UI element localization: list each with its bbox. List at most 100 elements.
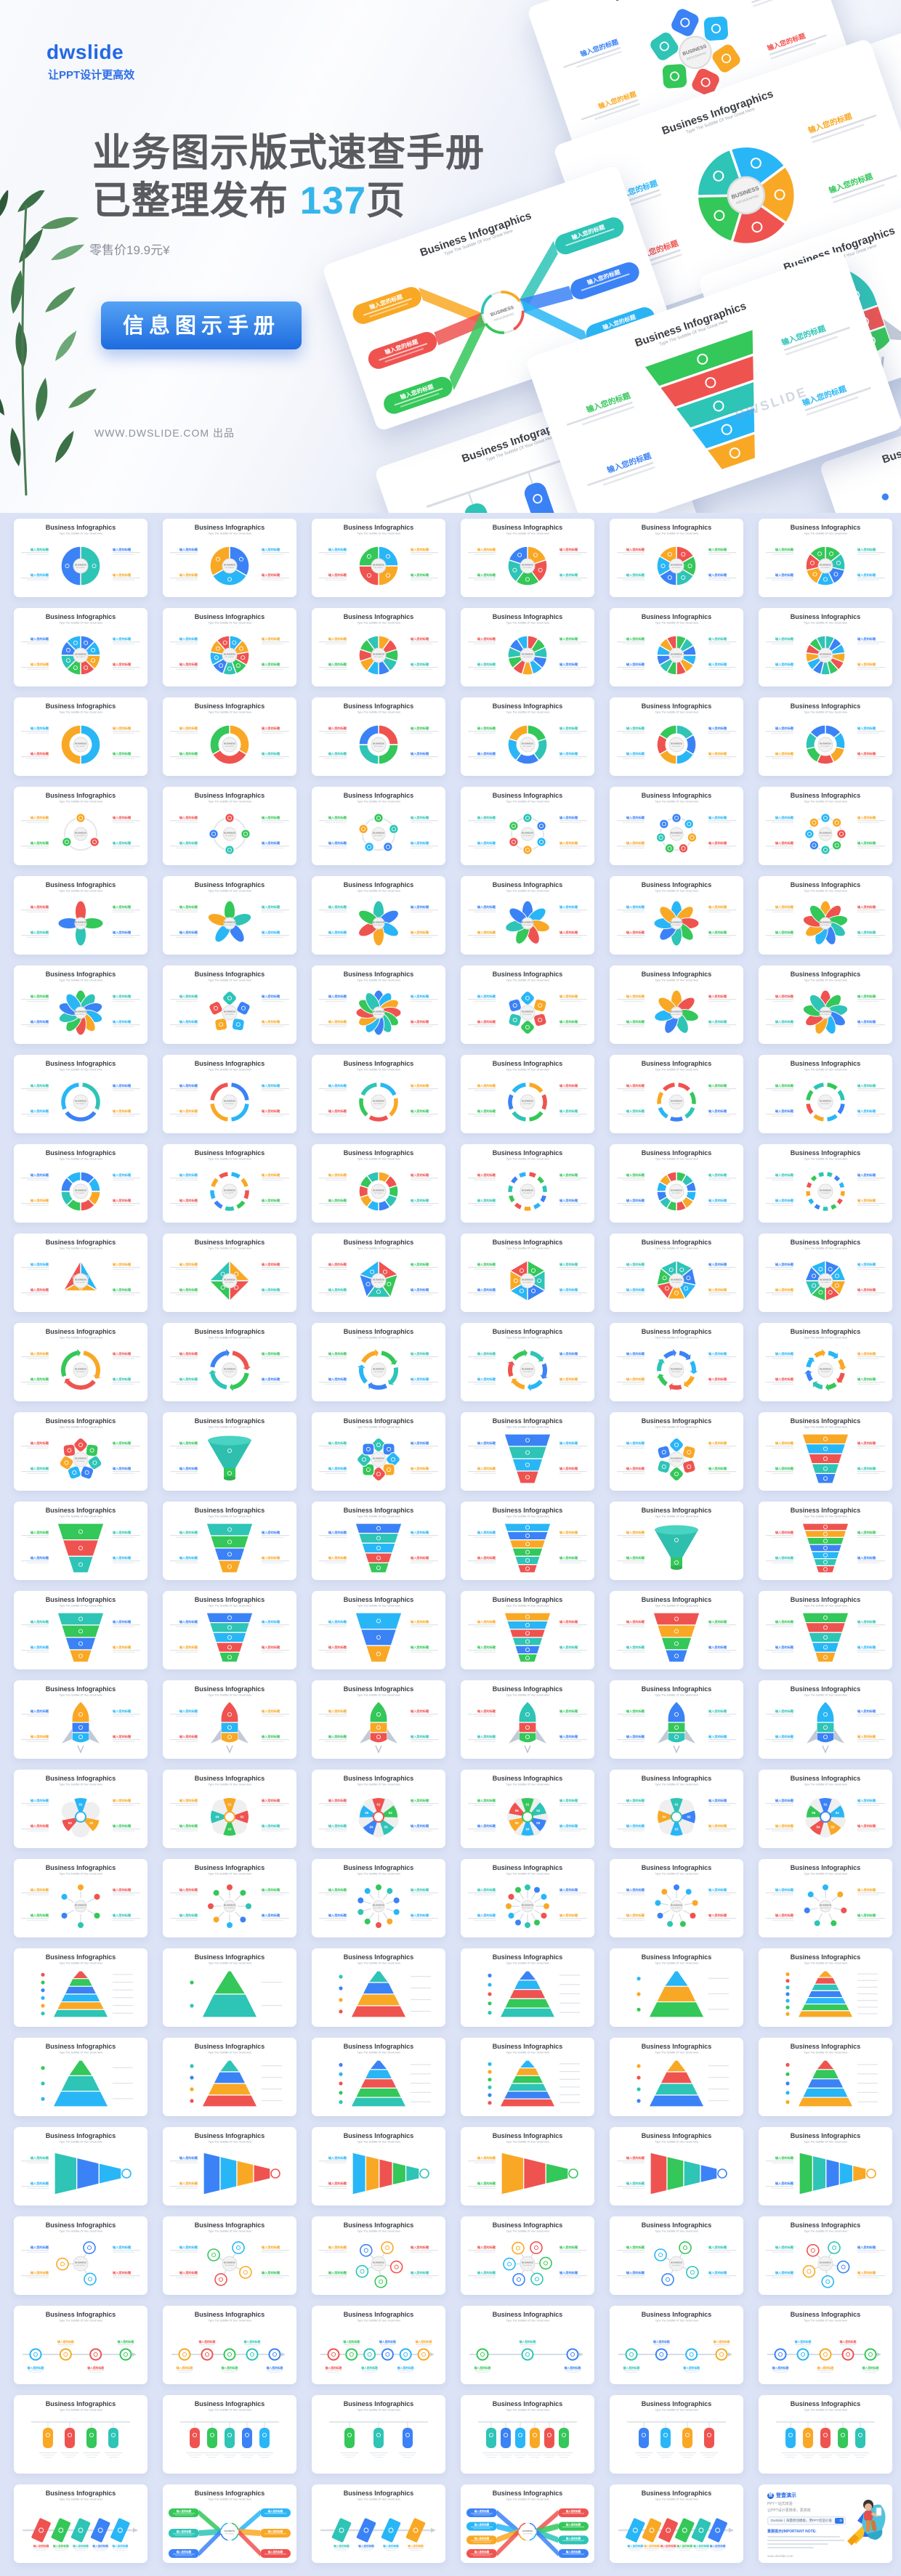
svg-text:输入您的标题: 输入您的标题 (31, 1172, 49, 1178)
svg-text:输入您的标题: 输入您的标题 (28, 2366, 44, 2370)
slide-thumbnail-card: Business Infographics Type The Subtitle … (461, 2484, 594, 2563)
svg-text:INFOGRAPHIC: INFOGRAPHIC (225, 1013, 235, 1016)
svg-text:输入您的标题: 输入您的标题 (626, 1262, 645, 1267)
svg-text:BUSINESS: BUSINESS (671, 1278, 682, 1281)
svg-text:输入您的标题: 输入您的标题 (626, 1109, 645, 1114)
svg-text:输入您的标题: 输入您的标题 (179, 2181, 198, 2186)
brand-search-bar[interactable]: DwSlide丨海量原创模板，用PPT创造价值 🔍 (767, 2516, 846, 2525)
card-subtitle: Type The Subtitle Of Your Great Here (357, 2229, 400, 2233)
card-title: Business Infographics (343, 2043, 414, 2050)
card-title: Business Infographics (194, 1149, 265, 1157)
slide-thumbnail-card: Business Infographics Type The Subtitle … (14, 965, 148, 1044)
card-infographic-figure: 输入您的标题 输入您的标题 输入您的标题 输入您的标题 BUSINESS INFOGR… (312, 1876, 445, 1935)
svg-text:输入您的标题: 输入您的标题 (31, 1798, 49, 1803)
svg-text:输入您的标题: 输入您的标题 (474, 2536, 490, 2540)
svg-text:输入您的标题: 输入您的标题 (343, 2340, 360, 2344)
svg-text:输入您的标题: 输入您的标题 (477, 636, 496, 641)
card-subtitle: Type The Subtitle Of Your Great Here (208, 979, 251, 982)
card-infographic-figure: 输入您的标题 输入您的标题 输入您的标题 输入您的标题 01 02 03 04 (610, 1786, 743, 1846)
card-title: Business Infographics (343, 1328, 414, 1335)
svg-text:BUSINESS: BUSINESS (75, 1010, 86, 1013)
card-infographic-figure (163, 2054, 296, 2114)
slide-thumbnail-card: Business Infographics Type The Subtitle … (14, 1234, 148, 1312)
svg-text:01: 01 (525, 1803, 530, 1807)
card-infographic-figure: 输入您的标题 输入您的标题 输入您的标题 输入您的标题 BUSINESS INFOGR… (759, 1161, 892, 1220)
svg-text:输入您的标题: 输入您的标题 (626, 1645, 645, 1650)
svg-text:BUSINESS: BUSINESS (671, 1367, 682, 1370)
card-infographic-figure: 输入您的标题 输入您的标题 输入您的标题 输入您的标题 BUSINESS INFOGR… (312, 1072, 445, 1131)
svg-text:BUSINESS: BUSINESS (225, 2530, 235, 2532)
svg-text:BUSINESS: BUSINESS (224, 742, 235, 745)
card-title: Business Infographics (343, 1685, 414, 1693)
svg-text:输入您的标题: 输入您的标题 (626, 1823, 645, 1828)
slide-thumbnail-card: Business Infographics Type The Subtitle … (461, 1234, 594, 1312)
svg-text:输入您的标题: 输入您的标题 (361, 2366, 378, 2370)
card-subtitle: Type The Subtitle Of Your Great Here (804, 1068, 847, 1072)
card-subtitle: Type The Subtitle Of Your Great Here (506, 2229, 549, 2233)
card-infographic-figure (163, 1965, 296, 2025)
svg-text:输入您的标题: 输入您的标题 (857, 1555, 876, 1560)
svg-text:输入您的标题: 输入您的标题 (179, 1645, 198, 1650)
svg-text:输入您的标题: 输入您的标题 (477, 1466, 496, 1471)
slide-thumbnail-card: Business Infographics Type The Subtitle … (610, 1144, 743, 1223)
svg-text:输入您的标题: 输入您的标题 (626, 662, 645, 667)
svg-text:INFOGRAPHIC: INFOGRAPHIC (76, 1460, 86, 1462)
svg-text:输入您的标题: 输入您的标题 (477, 930, 496, 935)
svg-text:输入您的标题: 输入您的标题 (179, 1530, 198, 1535)
svg-text:输入您的标题: 输入您的标题 (31, 1351, 49, 1356)
card-title: Business Infographics (45, 2221, 116, 2229)
card-infographic-figure: 输入您的标题 输入您的标题 输入您的标题 输入您的标题 BUSINESS INFOGR… (163, 1876, 296, 1935)
slide-thumbnail-card: Business Infographics Type The Subtitle … (759, 1234, 892, 1312)
svg-text:输入您的标题: 输入您的标题 (411, 1351, 429, 1356)
svg-text:INFOGRAPHIC: INFOGRAPHIC (522, 745, 533, 748)
svg-text:输入您的标题: 输入您的标题 (177, 2366, 193, 2370)
card-subtitle: Type The Subtitle Of Your Great Here (208, 2319, 251, 2322)
search-icon[interactable]: 🔍 (835, 2518, 844, 2524)
slide-thumbnail-card: Business Infographics Type The Subtitle … (163, 1502, 296, 1580)
cta-button[interactable]: 信息图示手册 (101, 301, 302, 349)
slide-thumbnail-card: Business Infographics Type The Subtitle … (610, 2216, 743, 2295)
slide-thumbnail-card: Business Infographics Type The Subtitle … (759, 787, 892, 865)
svg-text:输入您的标题: 输入您的标题 (566, 2536, 581, 2540)
svg-text:BUSINESS: BUSINESS (224, 1188, 235, 1191)
svg-text:输入您的标题: 输入您的标题 (334, 2544, 350, 2548)
svg-text:输入您的标题: 输入您的标题 (775, 1262, 794, 1267)
card-subtitle: Type The Subtitle Of Your Great Here (804, 1961, 847, 1965)
svg-text:输入您的标题: 输入您的标题 (857, 1913, 876, 1918)
card-title: Business Infographics (194, 524, 265, 531)
slide-thumbnail-card: Business Infographics Type The Subtitle … (312, 876, 445, 955)
svg-text:输入您的标题: 输入您的标题 (477, 1645, 496, 1650)
card-infographic-figure: 输入您的标题 输入您的标题 输入您的标题 输入您的标题 BUSINESS INFOGR… (14, 893, 148, 952)
svg-text:输入您的标题: 输入您的标题 (708, 1198, 727, 1203)
svg-text:输入您的标题: 输入您的标题 (477, 904, 496, 910)
card-title: Business Infographics (194, 971, 265, 978)
slide-thumbnail-card: Business Infographics Type The Subtitle … (461, 1055, 594, 1133)
card-infographic-figure: 输入您的标题 输入您的标题 输入您的标题 输入您的标题 BUSINESS INFOGR… (461, 1072, 594, 1131)
svg-text:INFOGRAPHIC: INFOGRAPHIC (522, 1281, 533, 1284)
svg-text:输入您的标题: 输入您的标题 (708, 1083, 727, 1088)
svg-text:INFOGRAPHIC: INFOGRAPHIC (522, 835, 533, 837)
card-title: Business Infographics (492, 2132, 563, 2139)
svg-text:INFOGRAPHIC: INFOGRAPHIC (373, 1192, 384, 1194)
svg-text:INFOGRAPHIC: INFOGRAPHIC (373, 656, 384, 658)
svg-text:输入您的标题: 输入您的标题 (626, 1466, 645, 1471)
svg-text:INFOGRAPHIC: INFOGRAPHIC (820, 1013, 831, 1016)
svg-text:输入您的标题: 输入您的标题 (328, 1709, 347, 1714)
svg-text:输入您的标题: 输入您的标题 (857, 1530, 876, 1535)
svg-text:输入您的标题: 输入您的标题 (179, 1109, 198, 1114)
card-infographic-figure: 输入您的标题 输入您的标题 输入您的标题 输入您的标题 (163, 1608, 296, 1667)
svg-text:输入您的标题: 输入您的标题 (559, 726, 578, 731)
slide-thumbnail-card: Business Infographics Type The Subtitle … (759, 2216, 892, 2295)
svg-text:输入您的标题: 输入您的标题 (775, 930, 794, 935)
svg-text:BUSINESS: BUSINESS (820, 920, 831, 923)
svg-text:输入您的标题: 输入您的标题 (179, 726, 198, 731)
svg-text:输入您的标题: 输入您的标题 (626, 1619, 645, 1624)
card-subtitle: Type The Subtitle Of Your Great Here (506, 1247, 549, 1250)
svg-text:输入您的标题: 输入您的标题 (626, 1172, 645, 1178)
card-subtitle: Type The Subtitle Of Your Great Here (59, 1783, 102, 1786)
svg-text:输入您的标题: 输入您的标题 (775, 1287, 794, 1292)
card-subtitle: Type The Subtitle Of Your Great Here (357, 1604, 400, 1608)
svg-text:输入您的标题: 输入您的标题 (113, 1619, 132, 1624)
svg-text:输入您的标题: 输入您的标题 (31, 1262, 49, 1267)
svg-text:输入您的标题: 输入您的标题 (411, 815, 429, 820)
